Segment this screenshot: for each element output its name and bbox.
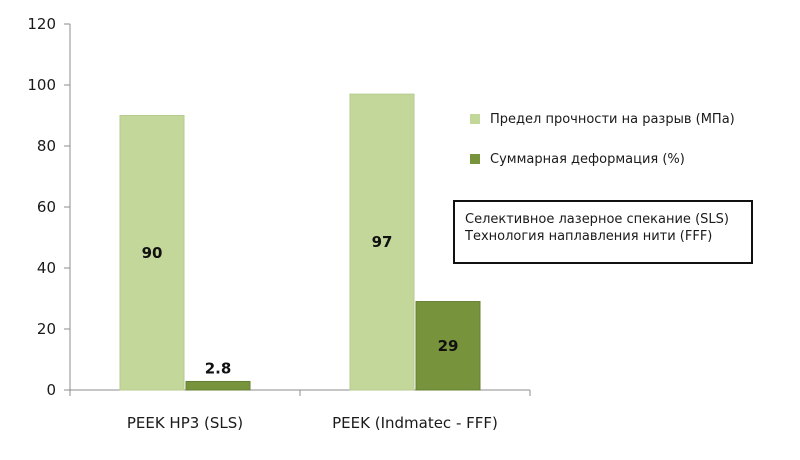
y-tick-label: 100 (27, 76, 56, 94)
legend-label-tensile-strength: Предел прочности на разрыв (МПа) (490, 111, 735, 127)
data-label: 90 (142, 244, 163, 262)
chart-labels: 90 2.8 PEEK HP3 (SLS) 97 29 PEEK (Indmatec - … (127, 233, 498, 432)
y-tick-label: 60 (37, 198, 56, 216)
legend-label-total-deformation: Суммарная деформация (%) (490, 151, 685, 167)
y-tick-label: 20 (37, 320, 56, 338)
y-tick-label: 80 (37, 137, 56, 155)
bar-tensile-strength-1 (349, 93, 415, 391)
data-label: 97 (372, 233, 393, 251)
annotation-sls: Селективное лазерное спекание (SLS) (465, 212, 729, 227)
bar-total-deformation-0 (185, 380, 251, 391)
y-tick-label: 40 (37, 259, 56, 277)
bar-tensile-strength-0 (119, 115, 185, 391)
chart-bars (119, 93, 481, 391)
y-tick-label: 0 (46, 381, 56, 399)
legend-item-tensile-strength: Предел прочности на разрыв (МПа) (470, 108, 735, 130)
data-label: 29 (438, 337, 459, 355)
x-category-label: PEEK (Indmatec - FFF) (332, 414, 498, 432)
legend: Предел прочности на разрыв (МПа) Суммарн… (470, 108, 735, 188)
y-tick-label: 120 (27, 15, 56, 33)
legend-swatch-total-deformation (470, 154, 480, 164)
x-category-label: PEEK HP3 (SLS) (127, 414, 243, 432)
annotation-fff: Технология наплавления нити (FFF) (465, 229, 713, 244)
bar-total-deformation-1 (415, 301, 481, 391)
chart-axes: 0 20 40 60 80 100 120 (27, 15, 531, 399)
annotation-box: Селективное лазерное спекание (SLS) Техн… (453, 200, 753, 264)
data-label: 2.8 (205, 359, 232, 377)
legend-swatch-tensile-strength (470, 114, 480, 124)
legend-item-total-deformation: Суммарная деформация (%) (470, 148, 735, 170)
